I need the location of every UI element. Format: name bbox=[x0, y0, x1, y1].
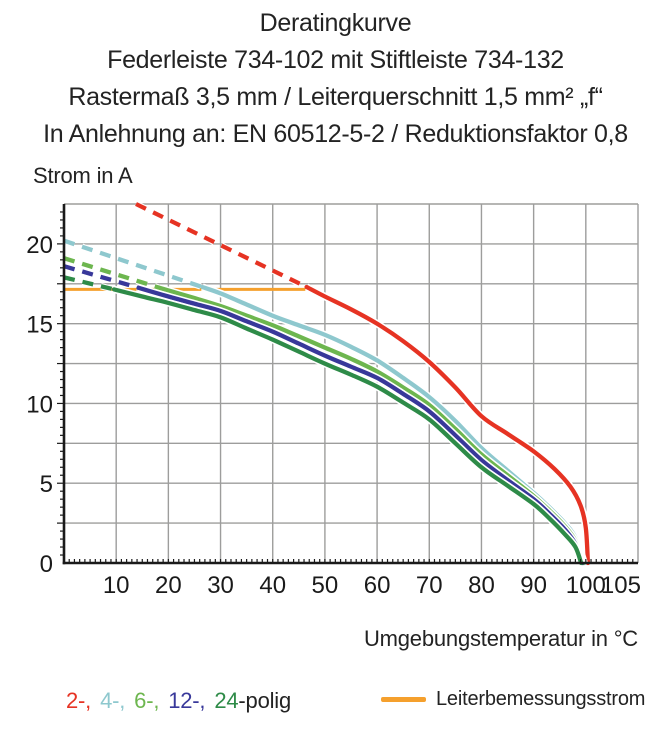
x-axis-title: Umgebungstemperatur in °C bbox=[363, 626, 638, 651]
legend-pole-item: 12-, bbox=[168, 688, 206, 713]
curve-6-polig bbox=[157, 285, 586, 566]
x-tick-label: 10 bbox=[103, 572, 130, 599]
curve-4-polig-dashed bbox=[63, 238, 203, 290]
y-tick-label: 0 bbox=[40, 551, 53, 578]
x-tick-label: 30 bbox=[207, 572, 234, 599]
rated-current-legend-label: Leiterbemessungsstrom bbox=[436, 688, 646, 710]
chart-title-line-4: In Anlehnung an: EN 60512-5-2 / Reduktio… bbox=[43, 120, 628, 148]
legend-pole-item: 2-, bbox=[66, 688, 92, 713]
x-tick-label: 60 bbox=[364, 572, 391, 599]
legend-pole-item: -polig bbox=[238, 688, 292, 713]
legend-pole-counts: 2-, 4-, 6-, 12-, 24-polig bbox=[66, 688, 300, 714]
y-tick-label: 10 bbox=[26, 391, 53, 418]
legend-pole-item: 4-, bbox=[100, 688, 126, 713]
curve-24-polig-halo bbox=[113, 285, 585, 565]
curve-24-polig bbox=[111, 287, 584, 566]
x-tick-label: 20 bbox=[155, 572, 182, 599]
x-tick-label: 100 bbox=[566, 572, 606, 599]
curve-6-polig-dashed bbox=[63, 256, 161, 290]
curve-2-polig-dashed bbox=[135, 202, 308, 289]
legend-pole-item: 24 bbox=[214, 688, 239, 713]
chart-title-line-3: Rastermaß 3,5 mm / Leiterquerschnitt 1,5… bbox=[68, 83, 603, 111]
x-tick-label: 70 bbox=[416, 572, 443, 599]
curve-12-polig-halo bbox=[137, 284, 586, 565]
curve-12-polig-dashed bbox=[63, 264, 140, 290]
x-tick-label: 50 bbox=[312, 572, 339, 599]
x-tick-label: 80 bbox=[468, 572, 495, 599]
curve-6-polig-halo bbox=[158, 284, 587, 565]
curve-24-polig-dashed bbox=[63, 275, 115, 292]
y-tick-label: 5 bbox=[40, 471, 53, 498]
y-axis-title: Strom in A bbox=[33, 163, 133, 188]
x-tick-label: 105 bbox=[601, 572, 641, 599]
x-tick-label: 90 bbox=[520, 572, 547, 599]
curve-12-polig bbox=[136, 285, 585, 566]
chart-title-block: Deratingkurve Federleiste 734-102 mit St… bbox=[0, 5, 671, 153]
curve-2-polig bbox=[304, 284, 591, 566]
rated-current-legend-line bbox=[381, 697, 426, 702]
x-tick-label: 40 bbox=[259, 572, 286, 599]
y-tick-label: 15 bbox=[26, 312, 53, 339]
y-tick-label: 20 bbox=[26, 232, 53, 259]
chart-title-line-2: Federleiste 734-102 mit Stiftleiste 734-… bbox=[107, 46, 564, 74]
legend-pole-item: 6-, bbox=[134, 688, 160, 713]
chart-title-line-1: Deratingkurve bbox=[259, 9, 412, 37]
